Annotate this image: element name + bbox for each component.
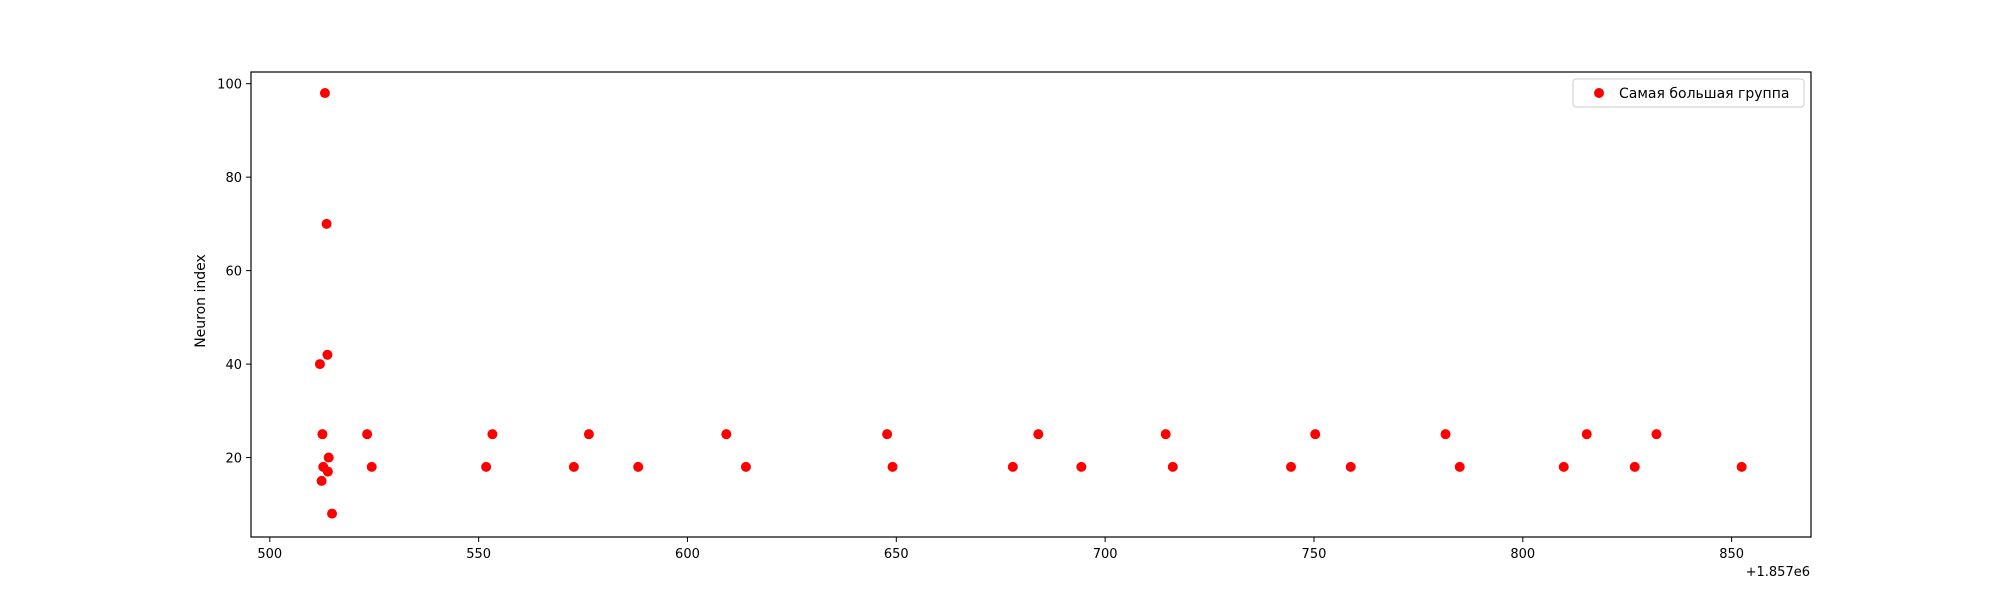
data-point [487,429,498,440]
data-point [740,461,751,472]
data-point [323,452,334,463]
data-point [721,429,732,440]
y-tick-label: 80 [225,171,242,186]
y-tick-label: 40 [225,358,242,373]
data-point [316,475,327,486]
x-tick-label: 500 [257,547,282,562]
data-point [1558,461,1569,472]
data-point [362,429,373,440]
legend: Самая большая группа [1572,78,1805,108]
data-point [1076,461,1087,472]
legend-marker [1594,88,1604,98]
data-point [1167,461,1178,472]
data-point [321,218,332,229]
data-point [633,461,644,472]
x-offset-label: +1.857e6 [1746,565,1810,580]
data-point [1310,429,1321,440]
data-point [322,466,333,477]
legend-label: Самая большая группа [1619,86,1789,102]
data-point [317,429,328,440]
data-point [1033,429,1044,440]
y-tick-label: 100 [217,78,242,93]
x-tick-label: 800 [1510,547,1535,562]
data-point [1581,429,1592,440]
y-axis-label: Neuron index [193,254,209,348]
x-axis: 500 550 600 650 700 750 800 850 [257,537,1744,562]
data-point [1286,461,1296,472]
data-point [568,461,579,472]
data-point [1736,461,1747,472]
x-tick-label: 600 [675,547,700,562]
data-point [1007,461,1018,472]
y-tick-label: 60 [225,265,242,280]
y-axis: 20 40 60 80 100 [217,78,251,467]
data-point [1651,429,1662,440]
data-point [366,461,377,472]
data-point [887,461,898,472]
y-tick-label: 20 [225,452,242,467]
axes-frame [250,71,1812,538]
data-point [1345,461,1356,472]
x-tick-label: 700 [1093,547,1118,562]
data-point [882,429,893,440]
data-point [481,461,492,472]
x-tick-label: 650 [884,547,909,562]
data-point [327,508,338,519]
data-point [1454,461,1465,472]
data-point [322,349,333,360]
legend-box [1572,78,1805,108]
data-point [1440,429,1451,440]
data-point [1629,461,1640,472]
data-point [583,429,594,440]
x-tick-label: 850 [1719,547,1744,562]
data-point [319,88,330,99]
data-point [1160,429,1171,440]
x-tick-label: 750 [1302,547,1327,562]
x-tick-label: 550 [466,547,491,562]
plot-area [314,88,1747,519]
data-point [314,359,325,370]
